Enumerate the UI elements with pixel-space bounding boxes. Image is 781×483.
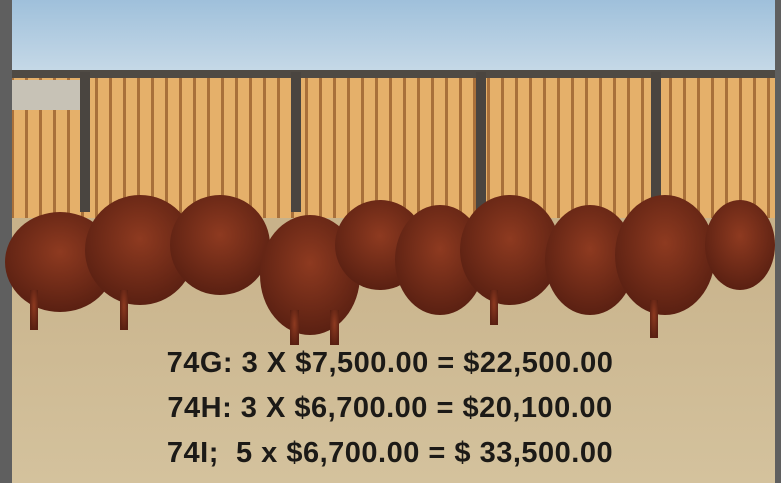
caption-line: 74G: 3 X $7,500.00 = $22,500.00 (167, 347, 614, 379)
sky (12, 0, 775, 78)
page: {"caption": {"lines": ["74G: 3 X $7,500.… (0, 0, 781, 483)
caption-line: 74I; 5 x $6,700.00 = $ 33,500.00 (167, 437, 613, 469)
caption-line: 74H: 3 X $6,700.00 = $20,100.00 (167, 392, 612, 424)
photo: 74G: 3 X $7,500.00 = $22,500.00 74H: 3 X… (0, 0, 781, 483)
background-building (12, 80, 82, 110)
